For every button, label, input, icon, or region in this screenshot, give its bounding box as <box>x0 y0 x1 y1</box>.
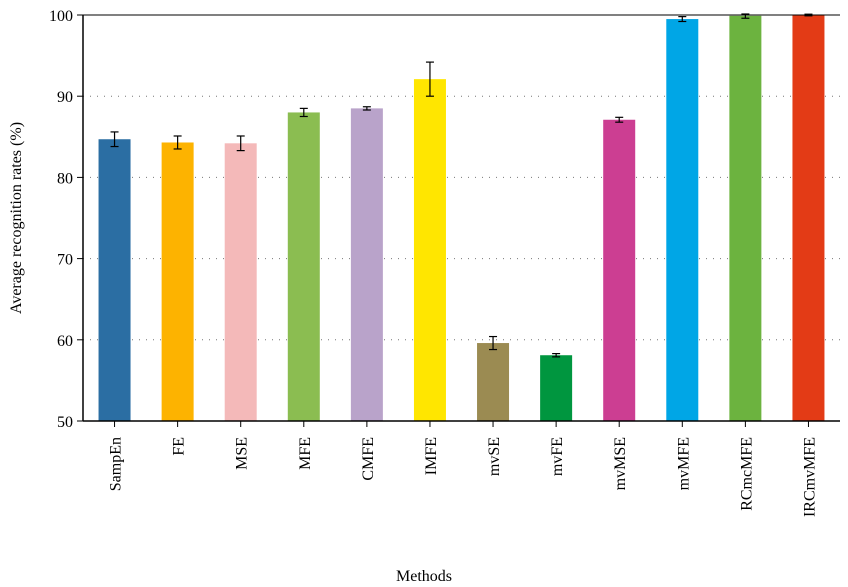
bar <box>161 142 194 421</box>
x-axis-title: Methods <box>396 568 452 585</box>
x-tick-label: CMFE <box>360 437 377 481</box>
bars-group <box>98 15 825 422</box>
axes-group <box>82 14 840 422</box>
y-tick-label: 70 <box>57 252 73 269</box>
x-tick-label: FE <box>171 437 188 456</box>
y-tick-label: 80 <box>57 170 73 187</box>
bar <box>792 15 825 421</box>
bar <box>350 108 383 421</box>
x-tick-label: mvMSE <box>612 437 629 490</box>
x-tick-label: SampEn <box>108 437 125 491</box>
bar <box>413 79 446 421</box>
x-tick-label: RCmcMFE <box>738 437 755 511</box>
x-tick-label: MFE <box>297 437 314 470</box>
bar <box>287 112 320 421</box>
grid-lines <box>83 95 840 341</box>
x-tick-label: IRCmvMFE <box>801 437 818 517</box>
y-tick-label: 50 <box>57 414 73 431</box>
bar <box>603 119 636 422</box>
y-tick-label: 100 <box>49 8 73 25</box>
x-tick-label: mvSE <box>486 437 503 476</box>
x-tick-label: mvMFE <box>675 437 692 490</box>
bar <box>477 343 510 421</box>
x-tick-label: IMFE <box>423 437 440 475</box>
bar <box>729 15 762 421</box>
x-tick-label: MSE <box>234 437 251 470</box>
y-axis-title: Average recognition rates (%) <box>8 122 25 314</box>
y-tick-label: 90 <box>57 89 73 106</box>
error-bars-group <box>110 13 813 358</box>
y-tick-label: 60 <box>57 333 73 350</box>
bar <box>540 355 573 421</box>
x-tick-label: mvFE <box>549 437 566 476</box>
bar <box>98 139 131 421</box>
x-ticks-group: SampEn FE MSE MFE CMFE IMFE mvSE mvFE mvMSE mvMFE… <box>108 421 818 517</box>
y-ticks-group: 50 60 70 80 90 100 <box>49 8 83 431</box>
bar <box>666 19 699 422</box>
bar <box>224 143 257 421</box>
